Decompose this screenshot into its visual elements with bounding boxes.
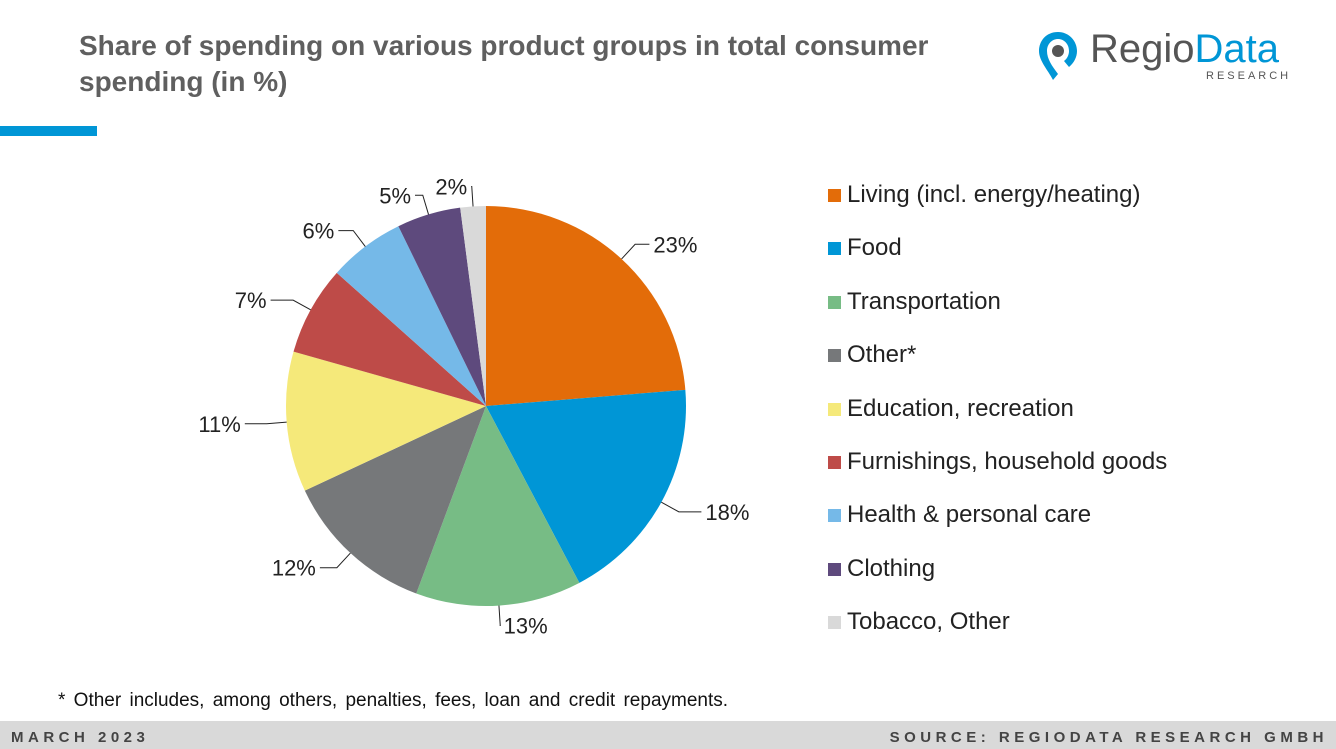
location-pin-icon	[1039, 32, 1077, 80]
pie-data-label: 2%	[435, 174, 467, 199]
logo-name-data: Data	[1194, 27, 1280, 71]
legend-label: Furnishings, household goods	[847, 447, 1168, 475]
pie-data-labels: 23% 18% 13% 12% 11% 7% 6% 5% 2%	[198, 174, 749, 638]
footer-source: SOURCE: REGIODATA RESEARCH GMBH	[889, 729, 1328, 746]
pie-slices	[286, 206, 686, 606]
legend-swatch	[828, 402, 841, 416]
pie-leader-line	[244, 421, 287, 425]
pie-leader-line	[661, 501, 702, 513]
footer-bar: MARCH 2023 SOURCE: REGIODATA RESEARCH GM…	[0, 721, 1336, 749]
pie-leader-line	[498, 605, 501, 627]
pie-leader-line	[471, 185, 474, 207]
pie-leader-line	[270, 299, 311, 311]
legend-swatch	[828, 349, 841, 363]
pie-slice	[293, 272, 486, 406]
logo-name-regio: Regio	[1090, 27, 1195, 71]
legend-swatch	[828, 242, 841, 256]
legend-item: Tobacco, Other	[828, 609, 1167, 662]
pie-slice	[460, 206, 486, 406]
accent-bar	[0, 126, 97, 136]
pie-chart: 23% 18% 13% 12% 11% 7% 6% 5% 2%	[198, 174, 749, 638]
page-title: Share of spending on various product gro…	[79, 30, 929, 97]
legend-label: Food	[847, 234, 902, 262]
pie-data-label: 13%	[504, 614, 548, 639]
legend-item: Furnishings, household goods	[828, 447, 1168, 502]
pie-slice	[304, 406, 486, 594]
pie-slice	[486, 206, 686, 406]
footer-date: MARCH 2023	[11, 729, 150, 746]
pie-data-label: 5%	[379, 183, 411, 208]
legend-label: Other*	[847, 341, 917, 369]
legend-swatch	[828, 509, 841, 523]
pie-data-label: 11%	[198, 412, 240, 437]
pie-leader-line	[621, 243, 650, 260]
pie-leader-line	[338, 230, 366, 247]
pie-slice	[416, 406, 580, 606]
pie-leader-line	[415, 194, 430, 215]
pie-data-label: 12%	[272, 556, 316, 581]
legend-item: Clothing	[828, 554, 1167, 609]
legend-item: Other*	[828, 342, 1167, 395]
footnote: * Other includes, among others, penaltie…	[58, 690, 729, 711]
legend-label: Transportation	[847, 287, 1001, 315]
legend-label: Health & personal care	[847, 501, 1092, 529]
legend-item: Transportation	[828, 287, 1167, 342]
logo-name: RegioData	[1090, 26, 1279, 72]
legend-swatch	[828, 189, 841, 202]
pie-data-label: 6%	[303, 219, 335, 244]
regiodata-logo: RegioData RESEARCH	[1036, 26, 1306, 86]
pie-data-label: 7%	[235, 288, 267, 313]
pie-slice	[398, 207, 486, 406]
pie-data-label: 18%	[705, 500, 749, 525]
legend-label: Clothing	[847, 554, 936, 582]
pie-data-label: 23%	[653, 232, 697, 257]
legend-swatch	[828, 295, 841, 309]
pie-slice	[336, 226, 486, 406]
legend-swatch	[828, 562, 841, 576]
legend-item: Food	[828, 235, 1167, 288]
legend-label: Living (incl. energy/heating)	[847, 181, 1141, 208]
legend-swatch	[828, 616, 841, 630]
pie-leader-lines	[244, 185, 702, 627]
legend-item: Living (incl. energy/heating)	[828, 182, 1167, 235]
logo-subtext: RESEARCH	[1206, 70, 1292, 82]
pie-leader-line	[319, 552, 351, 569]
legend-item: Health & personal care	[828, 502, 1167, 555]
chart-legend: Living (incl. energy/heating) Food Transpo…	[828, 182, 1167, 663]
pie-slice	[286, 351, 486, 491]
legend-label: Education, recreation	[847, 394, 1074, 422]
legend-label: Tobacco, Other	[847, 608, 1010, 636]
legend-swatch	[828, 455, 841, 469]
legend-item: Education, recreation	[828, 394, 1167, 449]
pie-slice	[486, 389, 686, 583]
